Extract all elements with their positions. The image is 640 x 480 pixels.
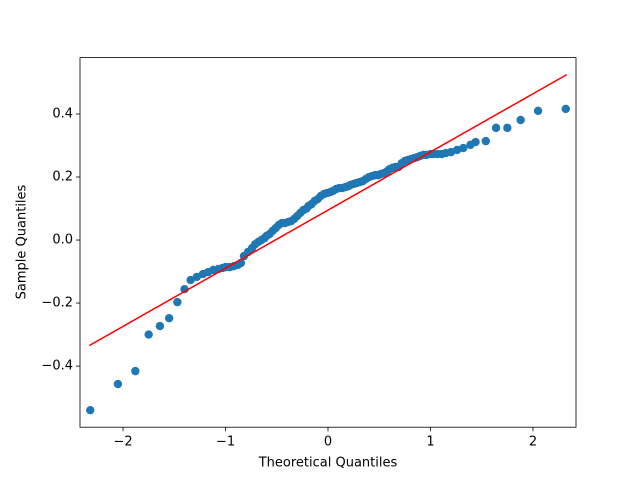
- point: [131, 366, 140, 376]
- point: [144, 330, 153, 339]
- y-tick-label: 0.0: [52, 233, 73, 248]
- point: [471, 137, 480, 147]
- y-tick-label: 0.2: [52, 170, 73, 185]
- fit-line: [88, 73, 568, 347]
- y-tick-label: −0.2: [41, 296, 73, 311]
- point: [533, 106, 543, 116]
- point: [180, 284, 189, 294]
- x-tick-label: 0: [324, 435, 332, 450]
- point: [516, 115, 525, 125]
- x-tick-label: −1: [216, 435, 235, 450]
- point: [86, 405, 95, 415]
- point: [164, 313, 174, 323]
- point: [491, 123, 501, 133]
- y-tick-label: −0.4: [41, 359, 73, 374]
- x-axis-label: Theoretical Quantiles: [258, 456, 398, 471]
- x-tick-label: −2: [113, 435, 132, 450]
- point: [155, 321, 165, 331]
- point: [561, 104, 570, 114]
- point: [459, 143, 468, 153]
- point: [481, 136, 491, 146]
- point: [503, 123, 512, 133]
- y-axis-label: Sample Quantiles: [15, 184, 30, 299]
- point: [113, 379, 123, 389]
- plot-frame: [79, 57, 577, 428]
- x-tick-label: 2: [529, 435, 537, 450]
- x-tick-label: 1: [426, 435, 434, 450]
- point: [173, 297, 182, 307]
- y-tick-label: 0.4: [52, 107, 73, 122]
